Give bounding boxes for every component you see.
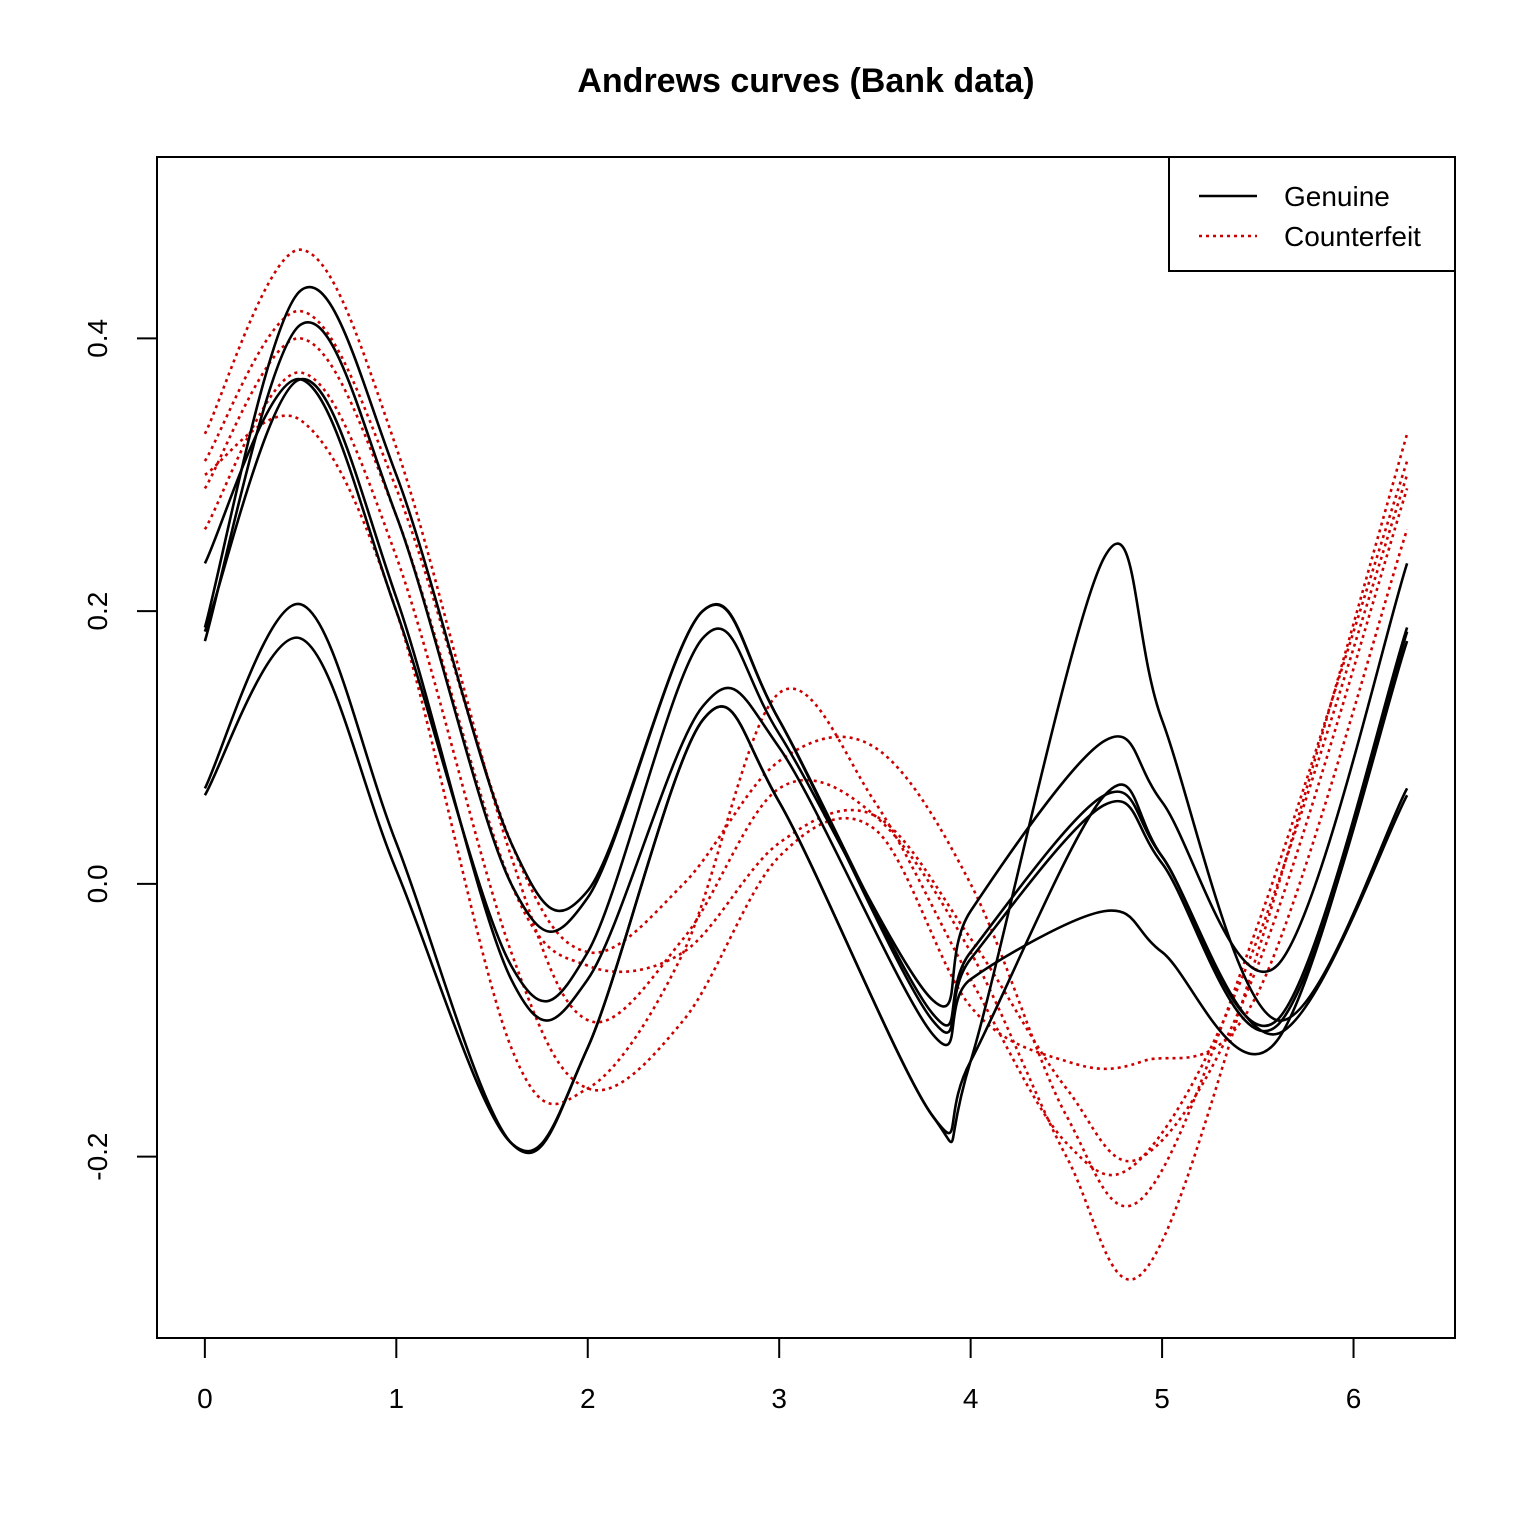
- x-tick-label: 3: [771, 1383, 787, 1414]
- y-tick-label: 0.2: [82, 592, 113, 631]
- y-axis: -0.2 0.0 0.2 0.4: [82, 319, 158, 1181]
- genuine-curve: [203, 377, 1409, 1008]
- y-tick-label: 0.4: [82, 319, 113, 358]
- curves-layer: [203, 248, 1409, 1281]
- legend-box: [1168, 156, 1456, 272]
- x-axis: 0 1 2 3 4 5 6: [197, 1337, 1362, 1414]
- plot-frame: [156, 156, 1456, 1339]
- legend-label-genuine: Genuine: [1284, 181, 1390, 212]
- legend-label-counterfeit: Counterfeit: [1284, 221, 1421, 252]
- x-tick-label: 5: [1154, 1383, 1170, 1414]
- x-tick-label: 4: [963, 1383, 979, 1414]
- y-tick-label: -0.2: [82, 1132, 113, 1180]
- counterfeit-curve: [203, 248, 1409, 1281]
- y-tick-label: 0.0: [82, 864, 113, 903]
- x-tick-label: 2: [580, 1383, 596, 1414]
- genuine-curve: [203, 285, 1409, 1028]
- counterfeit-curve: [203, 371, 1409, 1092]
- counterfeit-curve: [203, 337, 1409, 1163]
- genuine-curve: [203, 321, 1409, 1034]
- x-tick-label: 1: [389, 1383, 405, 1414]
- counterfeit-curve: [204, 414, 1409, 1177]
- x-tick-label: 0: [197, 1383, 213, 1414]
- chart-title: Andrews curves (Bank data): [577, 62, 1034, 100]
- x-tick-label: 6: [1346, 1383, 1362, 1414]
- genuine-curve: [203, 377, 1409, 1056]
- legend: Genuine Counterfeit: [1168, 156, 1456, 272]
- genuine-curve: [203, 636, 1409, 1153]
- genuine-curve: [203, 542, 1409, 1155]
